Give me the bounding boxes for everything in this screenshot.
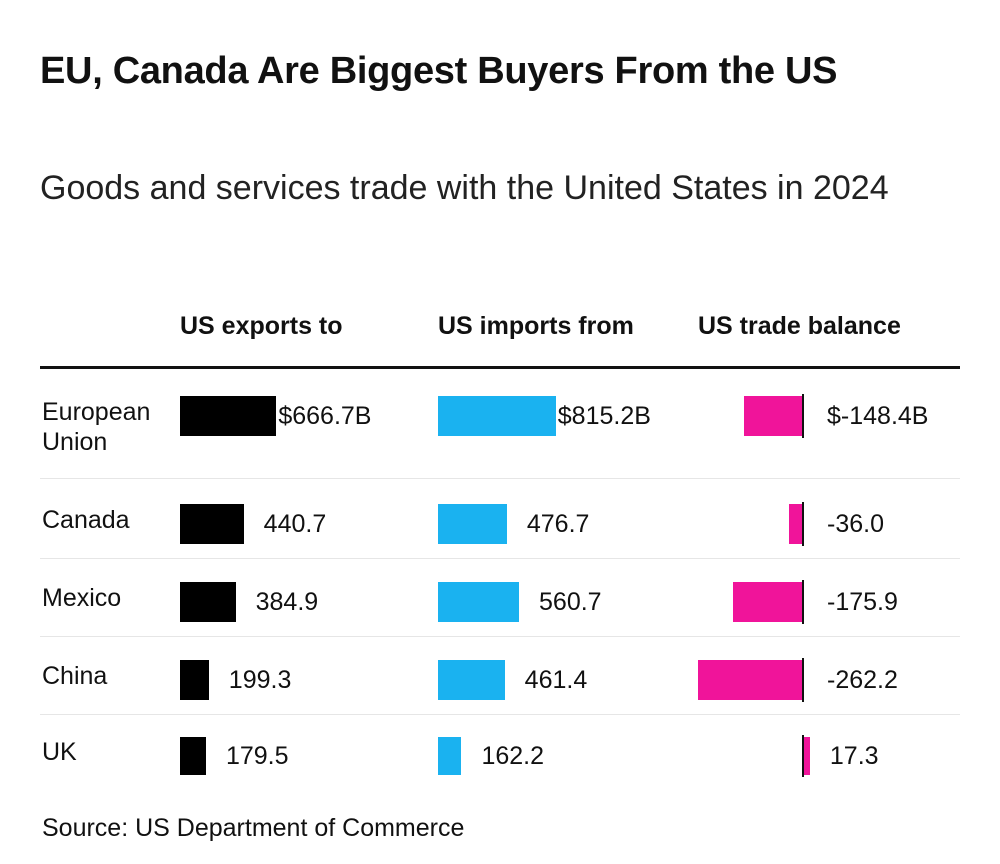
balance-bar (788, 504, 803, 544)
row-separator (40, 558, 960, 559)
row-label: UK (42, 738, 77, 766)
exports-value-label: 384.9 (255, 588, 319, 616)
exports-bar (180, 737, 206, 775)
exports-bar (180, 504, 244, 544)
balance-bar (732, 582, 803, 622)
row-separator (40, 478, 960, 479)
balance-value-label: 17.3 (829, 742, 879, 770)
row-label: Canada (42, 506, 130, 534)
balance-zero-line (802, 394, 804, 438)
balance-bar (803, 737, 810, 775)
row-separator (40, 636, 960, 637)
imports-value-label: 560.7 (539, 588, 602, 616)
imports-bar (438, 504, 507, 544)
source-note: Source: US Department of Commerce (42, 814, 465, 842)
balance-zero-line (802, 580, 804, 624)
row-label: China (42, 662, 108, 690)
row-label: Mexico (42, 584, 122, 612)
exports-bar (180, 396, 277, 436)
balance-bar (698, 660, 803, 700)
balance-value-label: -36.0 (827, 510, 884, 538)
row-separator (40, 714, 960, 715)
chart-title: EU, Canada Are Biggest Buyers From the U… (40, 50, 838, 92)
imports-value-label: 162.2 (481, 742, 544, 770)
column-header-balance: US trade balance (698, 312, 901, 340)
exports-bar (180, 660, 209, 700)
imports-value-label: $815.2B (557, 402, 651, 430)
exports-value-label: 199.3 (228, 666, 292, 694)
exports-value-label: $666.7B (278, 402, 372, 430)
balance-zero-line (802, 735, 804, 777)
exports-bar (180, 582, 236, 622)
exports-value-label: 179.5 (225, 742, 289, 770)
exports-value-label: 440.7 (263, 510, 327, 538)
balance-bar (743, 396, 803, 436)
balance-value-label: -262.2 (827, 666, 898, 694)
chart-subtitle: Goods and services trade with the United… (40, 169, 889, 207)
imports-value-label: 476.7 (526, 510, 590, 538)
imports-bar (438, 396, 556, 436)
balance-zero-line (802, 502, 804, 546)
imports-bar (438, 737, 462, 775)
balance-value-label: -175.9 (827, 588, 898, 616)
balance-value-label: $-148.4B (827, 402, 929, 430)
header-rule (40, 366, 960, 369)
imports-value-label: 461.4 (524, 666, 588, 694)
row-label: European Union (42, 398, 151, 456)
column-header-exports: US exports to (180, 312, 343, 340)
balance-zero-line (802, 658, 804, 702)
column-header-imports: US imports from (438, 312, 634, 340)
imports-bar (438, 660, 505, 700)
imports-bar (438, 582, 520, 622)
